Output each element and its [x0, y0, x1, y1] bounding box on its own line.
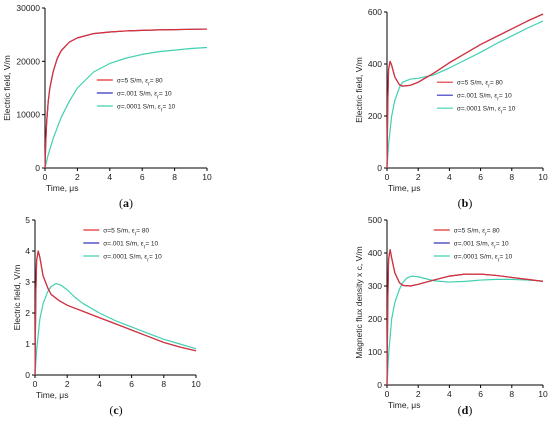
x-tick-label: 6 [478, 172, 483, 182]
x-tick-label: 4 [447, 172, 452, 182]
series-line-1 [44, 28, 208, 169]
legend-entry: σ=5 S/m, εr= 80 [454, 228, 500, 238]
y-tick-label: 600 [368, 7, 382, 17]
legend-entry: σ=.0001 S/m, εr= 10 [117, 104, 176, 114]
x-tick-label: 10 [538, 172, 548, 182]
x-tick-label: 0 [385, 389, 390, 399]
y-axis-label: Electric field, V/m [354, 57, 364, 123]
y-tick-label: 20000 [16, 56, 40, 66]
panel-c: 0 2 4 6 8 10 0 1 2 3 4 5 Time, μs Electric field, V/m… [12, 215, 201, 417]
series-line-1 [386, 249, 544, 386]
x-tick-label: 6 [129, 379, 134, 389]
series-line-3 [44, 46, 208, 169]
x-tick-label: 0 [33, 379, 38, 389]
x-tick-label: 10 [202, 172, 212, 182]
x-tick-label: 10 [191, 379, 201, 389]
x-axis-label: Time, μs [36, 390, 68, 400]
panel-b: 0 2 4 6 8 10 0 200 400 600 Time, μs Electric field,… [354, 7, 548, 210]
series-line-2 [386, 249, 544, 386]
y-tick-label: 400 [368, 248, 382, 258]
y-tick-label: 30000 [16, 3, 40, 13]
x-tick-label: 2 [416, 172, 421, 182]
x-tick-label: 2 [65, 379, 70, 389]
y-tick-label: 200 [368, 314, 382, 324]
legend: σ=5 S/m, εr= 80 σ=.001 S/m, εr= 10 σ=.0001… [433, 228, 513, 264]
panel-label: (a) [119, 196, 133, 210]
series-line-3 [34, 282, 197, 376]
y-tick-label: 0 [25, 370, 30, 380]
y-tick-label: 500 [368, 215, 382, 225]
y-tick-label: 100 [368, 347, 382, 357]
x-tick-label: 4 [447, 389, 452, 399]
y-tick-label: 2 [25, 308, 30, 318]
legend: σ=5 S/m, εr= 80 σ=.001 S/m, εr= 10 σ=.0001… [83, 228, 162, 264]
y-tick-label: 10000 [16, 110, 40, 120]
x-tick-label: 0 [385, 172, 390, 182]
y-tick-label: 3 [25, 277, 30, 287]
x-tick-label: 6 [140, 172, 145, 182]
legend: σ=5 S/m, εr= 80 σ=.001 S/m, εr= 10 σ=.0001… [96, 78, 176, 114]
y-tick-label: 200 [368, 111, 382, 121]
y-tick-label: 0 [377, 380, 382, 390]
series-line-2 [386, 13, 544, 169]
x-axis-label: Time, μs [46, 183, 78, 193]
x-tick-label: 8 [161, 379, 166, 389]
legend-entry: σ=.0001 S/m, εr= 10 [103, 254, 162, 264]
y-tick-label: 5 [25, 215, 30, 225]
legend-entry: σ=.001 S/m, εr= 10 [454, 241, 509, 251]
series-line-1 [34, 250, 197, 376]
legend-entry: σ=5 S/m, εr= 80 [103, 228, 149, 238]
x-tick-label: 10 [538, 389, 548, 399]
series-line-3 [386, 20, 544, 169]
y-tick-label: 300 [368, 281, 382, 291]
x-tick-label: 8 [509, 389, 514, 399]
y-tick-label: 4 [25, 246, 30, 256]
legend-entry: σ=5 S/m, εr= 80 [117, 78, 163, 88]
legend-entry: σ=5 S/m, εr= 80 [457, 80, 503, 90]
x-tick-label: 6 [478, 389, 483, 399]
series-line-2 [34, 250, 197, 376]
legend-entry: σ=.001 S/m, εr= 10 [457, 93, 512, 103]
legend: σ=5 S/m, εr= 80 σ=.001 S/m, εr= 10 σ=.0001… [436, 80, 516, 116]
y-axis-label: Magnetic flux density x c, V/m [354, 246, 364, 358]
panel-label: (d) [458, 403, 473, 417]
x-tick-label: 2 [75, 172, 80, 182]
legend-entry: σ=.0001 S/m, εr= 10 [454, 254, 513, 264]
y-tick-label: 0 [377, 163, 382, 173]
x-tick-label: 0 [43, 172, 48, 182]
series-line-1 [386, 13, 544, 169]
x-tick-label: 8 [509, 172, 514, 182]
y-axis-label: Electric field, V/m [2, 55, 12, 121]
x-axis-label: Time, μs [388, 183, 420, 193]
y-tick-label: 1 [25, 339, 30, 349]
legend-entry: σ=.001 S/m, εr= 10 [117, 91, 172, 101]
x-tick-label: 2 [416, 389, 421, 399]
y-axis-label: Electric field, V/m [12, 265, 22, 331]
x-axis-label: Time, μs [388, 400, 420, 410]
y-tick-label: 400 [368, 59, 382, 69]
legend-entry: σ=.0001 S/m, εr= 10 [457, 106, 516, 116]
panel-a: 0 2 4 6 8 10 0 10000 20000 30000 Time, μs Electric … [2, 3, 212, 210]
panel-label: (b) [458, 196, 473, 210]
x-tick-label: 4 [97, 379, 102, 389]
x-tick-label: 4 [107, 172, 112, 182]
series-line-3 [386, 275, 544, 386]
legend-entry: σ=.001 S/m, εr= 10 [103, 241, 158, 251]
x-tick-label: 8 [172, 172, 177, 182]
y-tick-label: 0 [35, 163, 40, 173]
panel-label: (c) [109, 403, 122, 417]
